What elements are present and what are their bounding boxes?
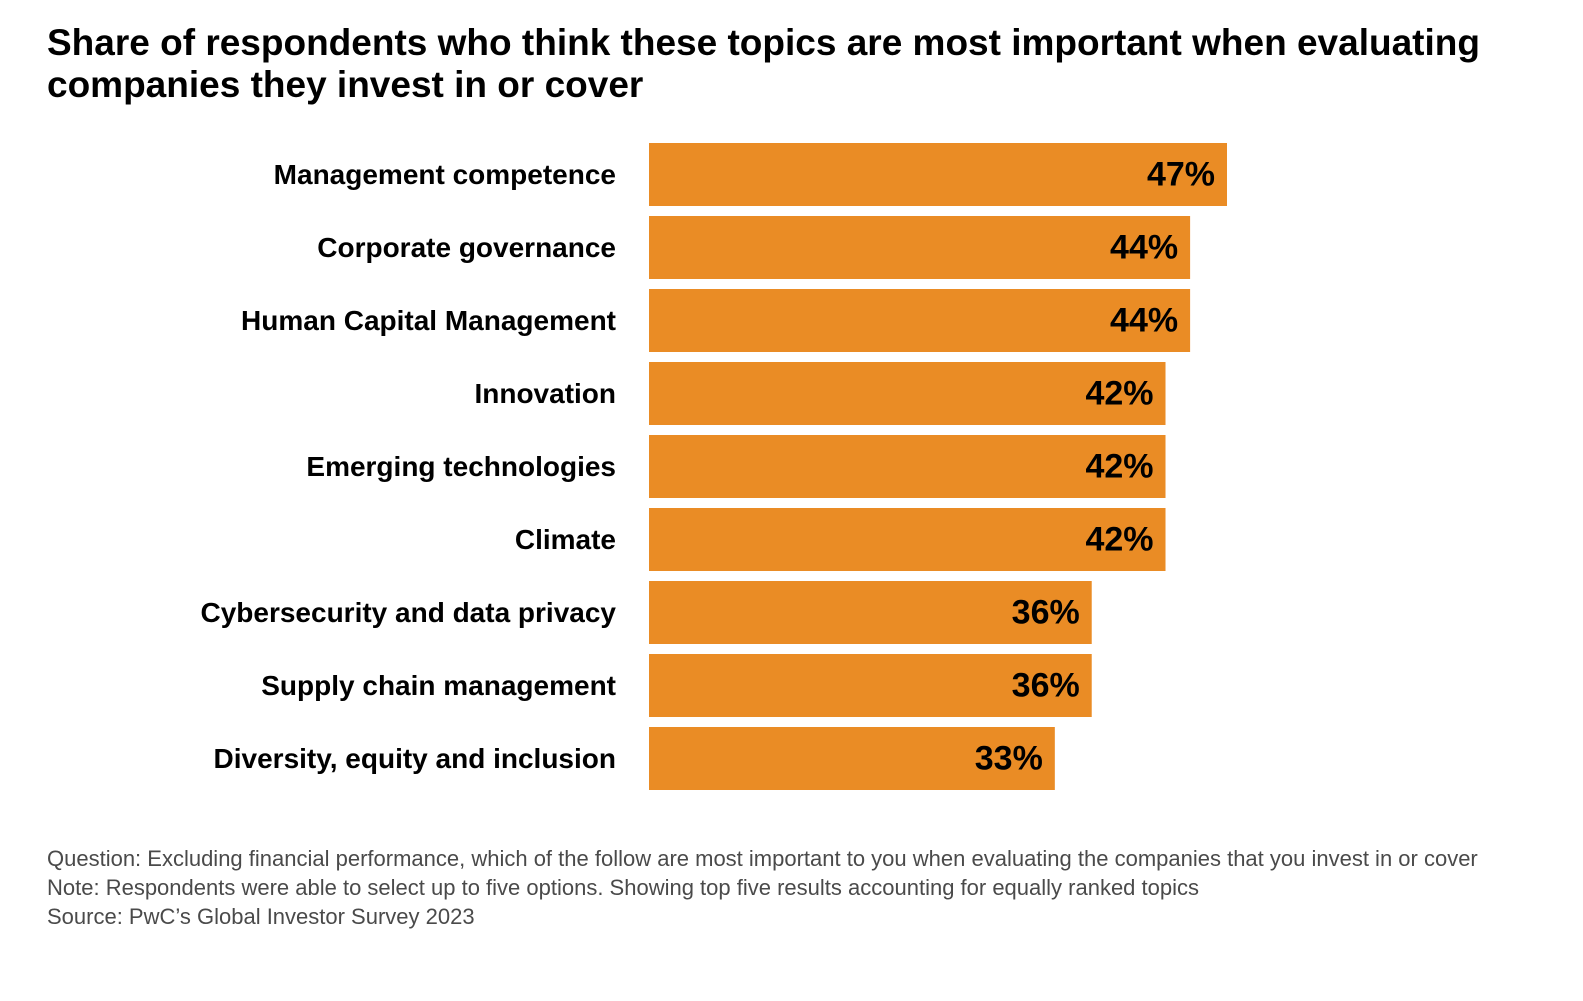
category-label: Diversity, equity and inclusion	[214, 743, 616, 774]
chart-title: Share of respondents who think these top…	[47, 22, 1480, 105]
bar	[649, 143, 1227, 206]
footnote-question: Question: Excluding financial performanc…	[47, 846, 1478, 871]
value-label: 44%	[1110, 302, 1178, 340]
bar-row: Innovation 42%	[474, 362, 1166, 425]
value-label: 42%	[1085, 521, 1153, 559]
category-label: Innovation	[474, 378, 616, 409]
category-label: Climate	[515, 524, 616, 555]
category-label: Emerging technologies	[306, 451, 616, 482]
bar-row: Human Capital Management 44%	[241, 289, 1191, 352]
bar-row: Management competence 47%	[274, 143, 1227, 206]
bar-row: Climate 42%	[515, 508, 1166, 571]
bar-row: Corporate governance 44%	[317, 216, 1191, 279]
value-label: 42%	[1085, 448, 1153, 486]
value-label: 42%	[1085, 375, 1153, 413]
category-label: Cybersecurity and data privacy	[200, 597, 616, 628]
value-label: 44%	[1110, 229, 1178, 267]
bar-row: Diversity, equity and inclusion 33%	[214, 727, 1055, 790]
value-label: 33%	[975, 740, 1043, 778]
bar	[649, 362, 1166, 425]
bar	[649, 581, 1092, 644]
bar-row: Emerging technologies 42%	[306, 435, 1166, 498]
footnotes: Question: Excluding financial performanc…	[47, 844, 1507, 931]
bar	[649, 727, 1055, 790]
bars-layer: Management competence 47% Corporate govern…	[200, 143, 1227, 790]
category-label: Human Capital Management	[241, 305, 616, 336]
bar	[649, 654, 1092, 717]
bar-row: Supply chain management 36%	[261, 654, 1092, 717]
bar	[649, 289, 1191, 352]
category-label: Management competence	[274, 159, 616, 190]
value-label: 36%	[1012, 667, 1080, 705]
bar	[649, 435, 1166, 498]
bar	[649, 216, 1191, 279]
footnote-source: Source: PwC’s Global Investor Survey 202…	[47, 904, 475, 929]
value-label: 36%	[1012, 594, 1080, 632]
bar-row: Cybersecurity and data privacy 36%	[200, 581, 1092, 644]
value-label: 47%	[1147, 156, 1215, 194]
bar	[649, 508, 1166, 571]
category-label: Supply chain management	[261, 670, 616, 701]
footnote-note: Note: Respondents were able to select up…	[47, 875, 1200, 900]
category-label: Corporate governance	[317, 232, 616, 263]
